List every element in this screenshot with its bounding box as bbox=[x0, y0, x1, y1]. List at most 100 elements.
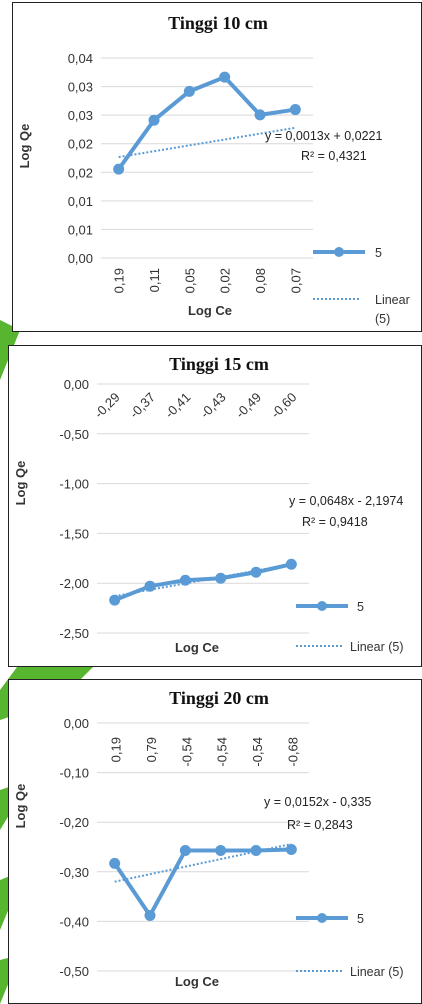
y-tick-label: -1,00 bbox=[59, 477, 89, 492]
x-tick-label: -0,54 bbox=[250, 737, 265, 767]
x-axis-label: Log Ce bbox=[188, 303, 232, 318]
gridlines bbox=[97, 383, 309, 634]
y-tick-label: 0,03 bbox=[68, 80, 93, 95]
chart-panel-tinggi-20: Tinggi 20 cm 0,00 -0,10 -0,20 -0,30 -0,40 -0,… bbox=[8, 679, 422, 1004]
x-ticks: -0,29 -0,37 -0,41 -0,43 -0,49 -0,60 bbox=[91, 390, 299, 422]
legend-trend-label-line1: Linear bbox=[375, 293, 410, 307]
data-point bbox=[285, 843, 297, 855]
y-tick-label: 0,03 bbox=[68, 108, 93, 123]
chart-panel-tinggi-10: Tinggi 10 cm 0,04 0,03 0,03 0,02 0,02 0,01 0,0… bbox=[12, 2, 422, 332]
x-tick-label: -0,37 bbox=[127, 390, 159, 422]
x-tick-label: 0,07 bbox=[288, 268, 303, 293]
y-tick-label: -0,30 bbox=[59, 865, 89, 880]
x-tick-label: -0,54 bbox=[215, 737, 230, 767]
x-tick-label: 0,08 bbox=[253, 268, 268, 293]
legend: 5 Linear (5) bbox=[296, 912, 404, 979]
series-path bbox=[113, 562, 292, 602]
y-ticks: 0,00 -0,10 -0,20 -0,30 -0,40 -0,50 bbox=[59, 716, 89, 979]
data-point bbox=[109, 857, 121, 869]
x-tick-label: 0,19 bbox=[112, 268, 127, 293]
data-point bbox=[219, 71, 231, 83]
chart-title: Tinggi 15 cm bbox=[169, 354, 269, 374]
legend-trend-label: Linear (5) bbox=[350, 640, 404, 654]
data-point bbox=[250, 844, 262, 856]
y-axis-label: Log Qe bbox=[17, 124, 32, 169]
y-axis-label: Log Qe bbox=[13, 461, 28, 506]
legend-series-label: 5 bbox=[357, 600, 364, 614]
x-tick-label: -0,43 bbox=[197, 390, 229, 422]
y-tick-label: 0,02 bbox=[68, 165, 93, 180]
r-squared: R² = 0,4321 bbox=[301, 149, 367, 163]
gridlines bbox=[97, 722, 309, 972]
data-point bbox=[179, 574, 191, 586]
legend-trend-label-line2: (5) bbox=[375, 312, 390, 326]
x-ticks: 0,19 0,79 -0,54 -0,54 -0,54 -0,68 bbox=[109, 737, 301, 767]
x-tick-label: 0,02 bbox=[218, 268, 233, 293]
y-tick-label: -2,50 bbox=[59, 626, 89, 641]
legend-trend-label: Linear (5) bbox=[350, 965, 404, 979]
y-tick-label: 0,01 bbox=[68, 222, 93, 237]
y-tick-label: -1,50 bbox=[59, 526, 89, 541]
y-tick-label: -0,50 bbox=[59, 427, 89, 442]
legend: 5 Linear (5) bbox=[296, 600, 404, 654]
x-tick-label: 0,05 bbox=[182, 268, 197, 293]
data-point bbox=[144, 580, 156, 592]
trend-equation: y = 0,0648x - 2,1974 bbox=[289, 494, 403, 508]
data-point bbox=[183, 85, 195, 97]
series-path bbox=[113, 847, 292, 918]
y-tick-label: 0,00 bbox=[64, 716, 89, 731]
legend-series-marker bbox=[334, 247, 344, 257]
chart-panel-tinggi-15: Tinggi 15 cm 0,00 -0,50 -1,00 -1,50 -2,00 -2,… bbox=[8, 345, 422, 667]
x-tick-label: 0,19 bbox=[109, 737, 124, 762]
x-tick-label: 0,79 bbox=[144, 737, 159, 762]
y-axis-label: Log Qe bbox=[13, 784, 28, 829]
data-point bbox=[215, 844, 227, 856]
legend-series-marker bbox=[317, 913, 327, 923]
data-point bbox=[148, 114, 160, 126]
data-point bbox=[179, 844, 191, 856]
x-tick-label: -0,54 bbox=[179, 737, 194, 767]
chart-title: Tinggi 20 cm bbox=[169, 688, 269, 708]
x-ticks: 0,19 0,11 0,05 0,02 0,08 0,07 bbox=[112, 268, 304, 293]
data-point bbox=[289, 104, 301, 116]
series-path bbox=[117, 75, 296, 171]
y-ticks: 0,00 -0,50 -1,00 -1,50 -2,00 -2,50 bbox=[59, 377, 89, 641]
legend-series-label: 5 bbox=[357, 912, 364, 926]
y-tick-label: 0,00 bbox=[64, 377, 89, 392]
chart-title: Tinggi 10 cm bbox=[168, 13, 268, 33]
data-point bbox=[254, 109, 266, 121]
y-tick-label: -0,20 bbox=[59, 815, 89, 830]
data-point bbox=[285, 558, 297, 570]
x-tick-label: -0,60 bbox=[268, 390, 300, 422]
x-tick-label: -0,41 bbox=[162, 390, 194, 422]
r-squared: R² = 0,2843 bbox=[287, 818, 353, 832]
x-tick-label: -0,49 bbox=[233, 390, 265, 422]
y-tick-label: 0,01 bbox=[68, 194, 93, 209]
chart-svg-tinggi-10: Tinggi 10 cm 0,04 0,03 0,03 0,02 0,02 0,01 0,0… bbox=[17, 13, 410, 326]
legend-series-marker bbox=[317, 601, 327, 611]
x-axis-label: Log Ce bbox=[175, 974, 219, 989]
x-tick-label: -0,29 bbox=[91, 390, 123, 422]
legend: 5 Linear (5) bbox=[313, 246, 410, 326]
trendline bbox=[118, 126, 296, 159]
r-squared: R² = 0,9418 bbox=[302, 515, 368, 529]
y-tick-label: -0,40 bbox=[59, 914, 89, 929]
gridlines bbox=[101, 57, 313, 259]
y-tick-label: -0,50 bbox=[59, 964, 89, 979]
legend-series-label: 5 bbox=[375, 246, 382, 260]
trend-equation: y = 0,0152x - 0,335 bbox=[264, 795, 371, 809]
y-tick-label: -0,10 bbox=[59, 766, 89, 781]
series-line bbox=[109, 843, 297, 921]
y-tick-label: 0,04 bbox=[68, 51, 93, 66]
series-line bbox=[113, 71, 301, 175]
trend-equation: y = 0,0013x + 0,0221 bbox=[265, 129, 383, 143]
x-tick-label: -0,68 bbox=[285, 737, 300, 767]
data-point bbox=[113, 163, 125, 175]
chart-svg-tinggi-15: Tinggi 15 cm 0,00 -0,50 -1,00 -1,50 -2,00 -2,… bbox=[13, 354, 404, 655]
x-axis-label: Log Ce bbox=[175, 640, 219, 655]
trendline-path bbox=[118, 126, 296, 159]
x-tick-label: 0,11 bbox=[147, 268, 162, 292]
y-tick-label: 0,02 bbox=[68, 137, 93, 152]
y-tick-label: -2,00 bbox=[59, 576, 89, 591]
y-ticks: 0,04 0,03 0,03 0,02 0,02 0,01 0,01 0,00 bbox=[68, 51, 93, 266]
